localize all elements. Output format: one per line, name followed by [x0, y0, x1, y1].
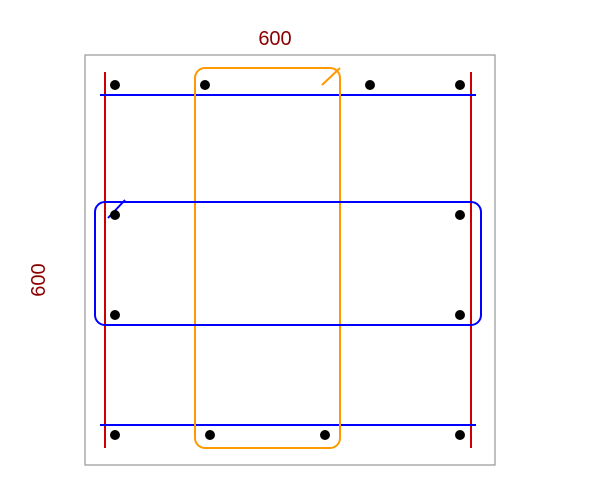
rebar-dot [455, 80, 465, 90]
rebar-dot [455, 430, 465, 440]
rebar-dot [110, 80, 120, 90]
rebar-dot [205, 430, 215, 440]
rebar-dot [110, 310, 120, 320]
rebar-dot [320, 430, 330, 440]
dimension-width-label: 600 [258, 28, 291, 50]
rebar-dot [110, 210, 120, 220]
rebar-dot [365, 80, 375, 90]
rebar-dot [110, 430, 120, 440]
dimension-height-label: 600 [28, 263, 50, 296]
section-svg: 600 600 [0, 0, 600, 500]
cross-section-diagram: 600 600 [0, 0, 600, 500]
rebar-dot [455, 310, 465, 320]
rebar-dot [200, 80, 210, 90]
concrete-outline [85, 55, 495, 465]
rebar-dot [455, 210, 465, 220]
